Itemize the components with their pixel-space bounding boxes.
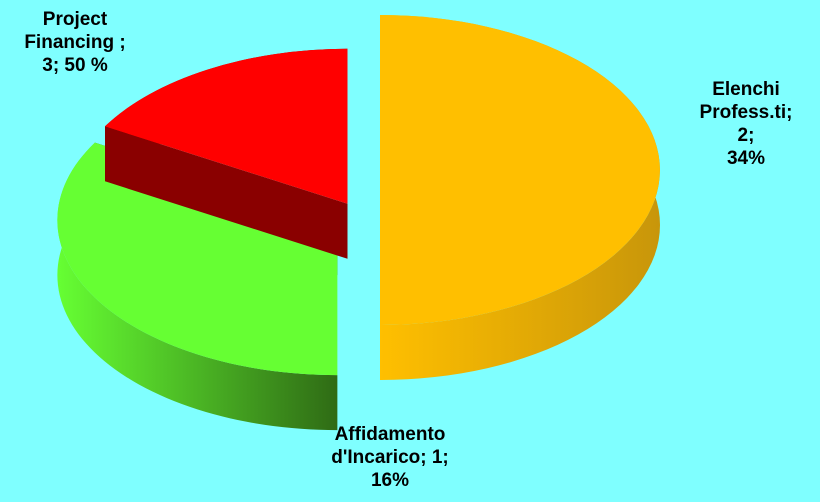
label-line: Financing ;: [24, 32, 126, 53]
label-line: Profess.ti;: [699, 102, 793, 123]
label-project-financing: Project Financing ; 3; 50 %: [0, 8, 150, 77]
label-line: Affidamento: [334, 424, 446, 445]
label-line: 3; 50 %: [42, 55, 108, 76]
label-affidamento-incarico: Affidamento d'Incarico; 1; 16%: [300, 423, 480, 492]
slice-side-wall: [57, 142, 338, 431]
label-elenchi-professti: Elenchi Profess.ti; 2; 34%: [676, 78, 816, 170]
slice-project-financing: [380, 15, 660, 380]
slice-top-face: [380, 15, 660, 325]
label-line: 16%: [370, 470, 410, 491]
slice-affidamento-d-incarico: [105, 48, 348, 259]
label-line: 2;: [737, 125, 755, 146]
slice-top-face: [105, 48, 348, 204]
slice-radial-wall: [105, 126, 348, 259]
label-line: Elenchi: [712, 79, 780, 100]
label-line: d'Incarico; 1;: [331, 447, 449, 468]
label-line: 34%: [726, 148, 766, 169]
label-line: Project: [42, 9, 108, 30]
